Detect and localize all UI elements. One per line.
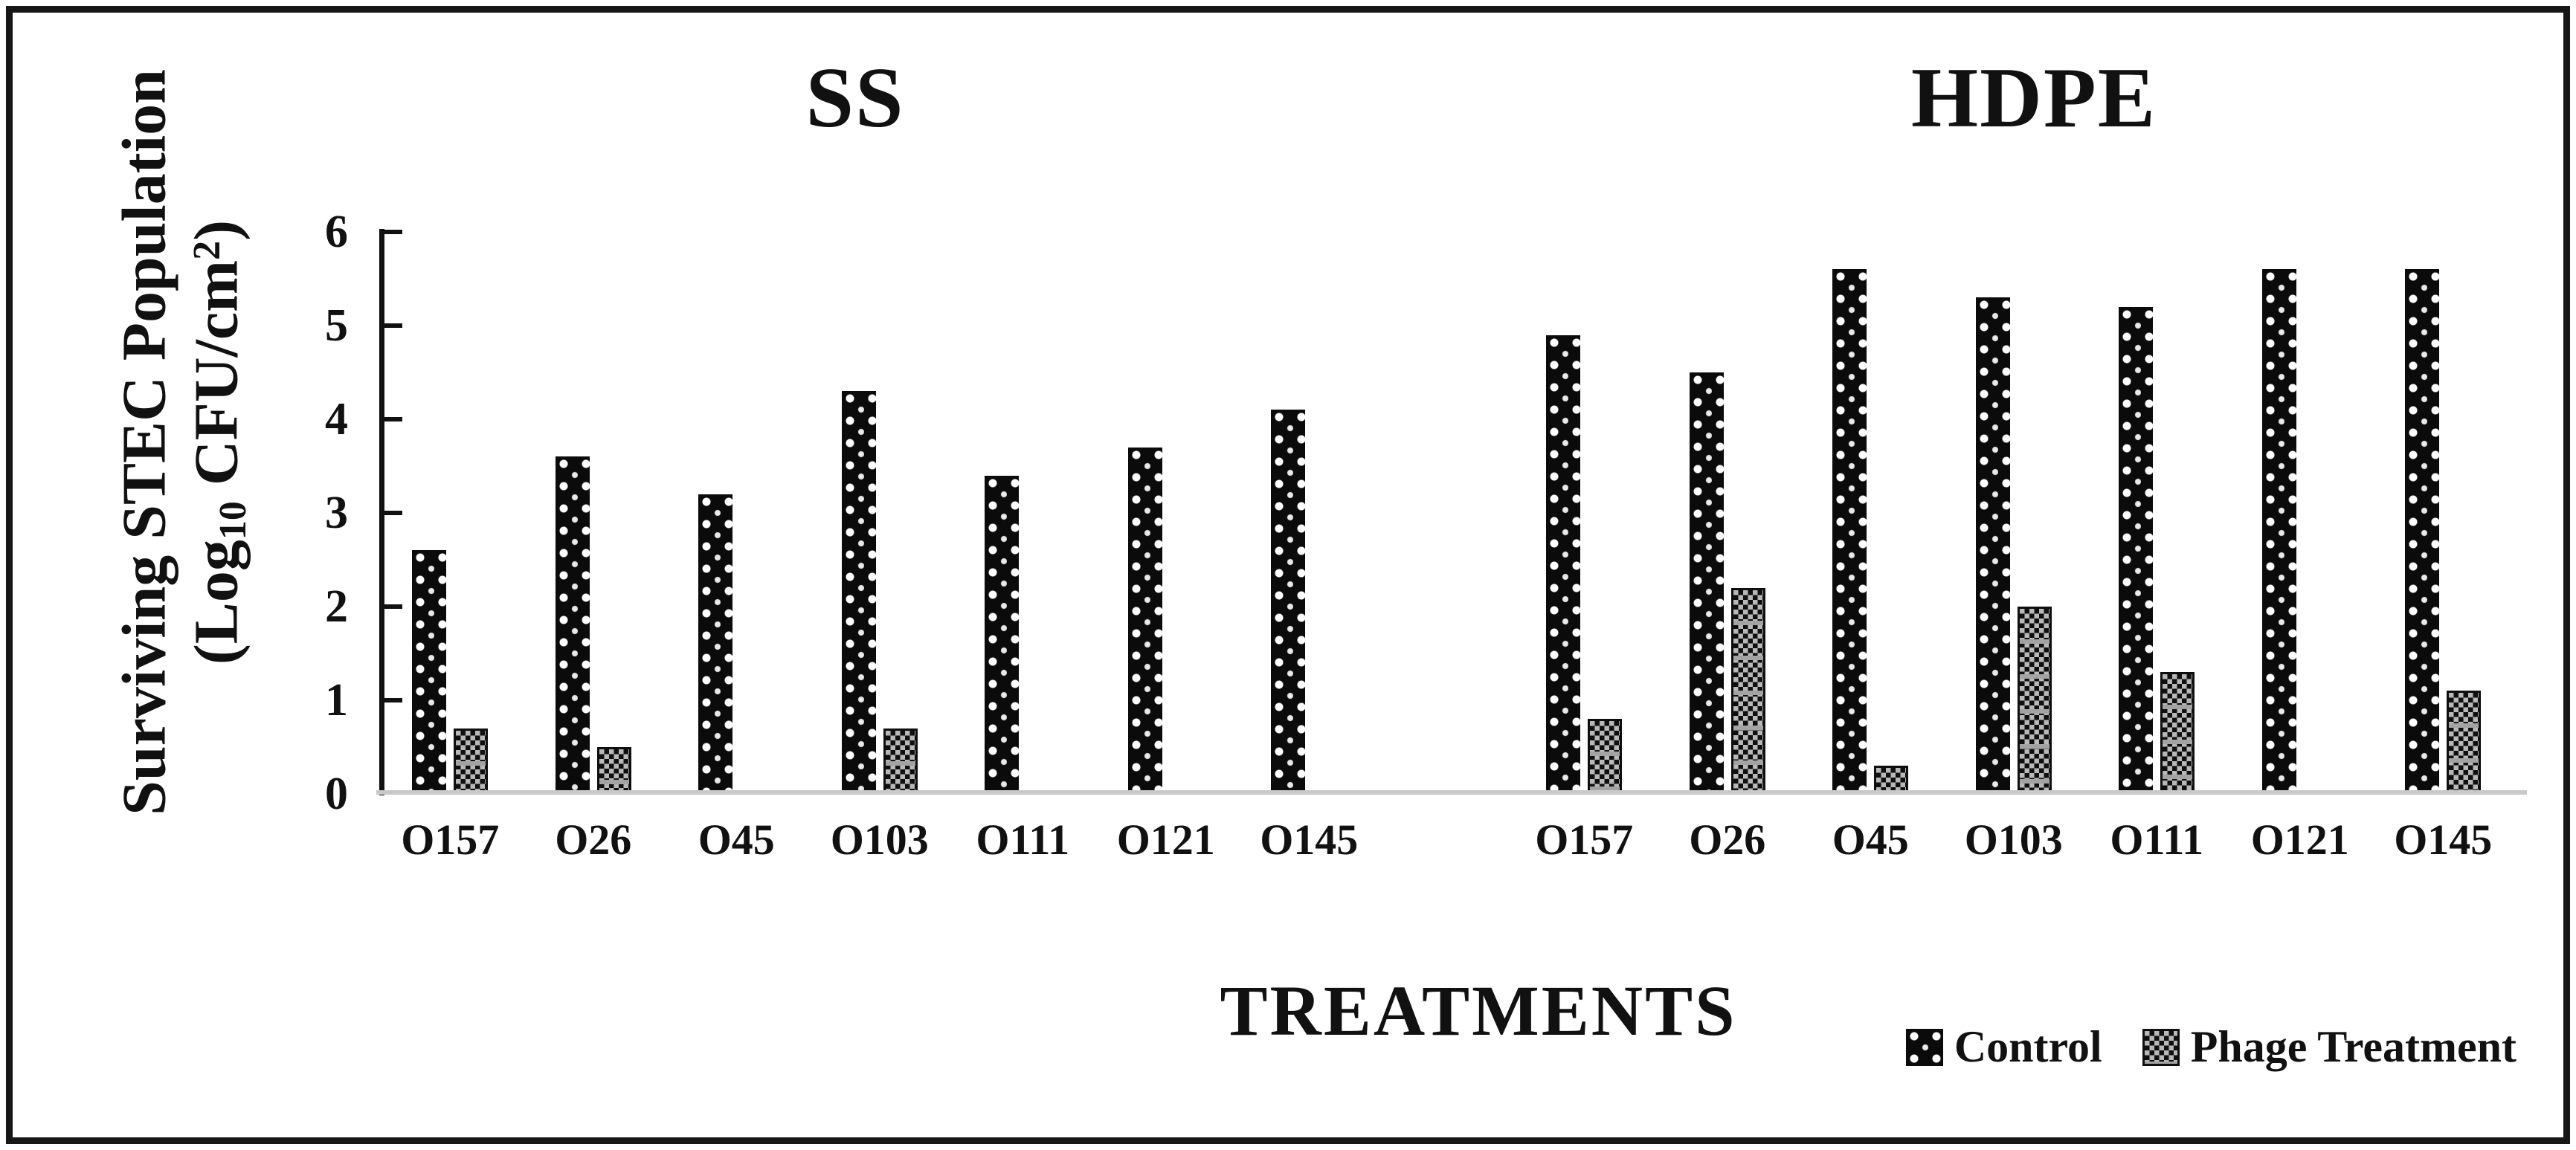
category-label: O45 <box>698 815 775 864</box>
bar-phage-hdpe-o45 <box>1874 766 1909 794</box>
legend-item-phage: Phage Treatment <box>2142 1021 2517 1073</box>
bar-phage-hdpe-o111 <box>2160 672 2195 794</box>
y-tick-label: 4 <box>325 394 348 445</box>
category-label: O103 <box>830 815 929 864</box>
category-label: O145 <box>1260 815 1359 864</box>
bar-control-ss-o157 <box>412 550 447 794</box>
y-tick-mark <box>379 698 402 702</box>
bar-phage-hdpe-o145 <box>2447 691 2482 794</box>
phage-treatment-swatch-icon <box>2142 1028 2180 1066</box>
category-label: O111 <box>976 815 1070 864</box>
legend-label-control: Control <box>1954 1022 2102 1071</box>
bar-control-ss-o121 <box>1127 447 1162 794</box>
category-label: O111 <box>2110 815 2204 864</box>
bar-control-hdpe-o121 <box>2261 269 2296 794</box>
bar-control-hdpe-o103 <box>1975 297 2010 794</box>
category-label: O121 <box>1116 815 1215 864</box>
category-label: O45 <box>1832 815 1909 864</box>
y-tick-mark <box>379 604 402 609</box>
control-swatch-icon <box>1905 1028 1943 1066</box>
category-label: O157 <box>1535 815 1634 864</box>
y-tick-label: 5 <box>325 300 348 351</box>
y-tick-label: 2 <box>325 581 348 632</box>
y-tick-mark <box>379 323 402 328</box>
bar-phage-hdpe-o157 <box>1588 719 1623 794</box>
legend-label-phage-treatment: Phage Treatment <box>2190 1022 2517 1071</box>
bar-control-ss-o103 <box>841 391 876 794</box>
y-tick-label: 3 <box>325 488 348 538</box>
bar-control-hdpe-o111 <box>2119 306 2154 794</box>
y-tick-label: 1 <box>325 675 348 726</box>
bar-control-hdpe-o157 <box>1546 335 1581 794</box>
group-title-ss: SS <box>805 51 905 146</box>
legend: Control Phage Treatment <box>1905 1021 2517 1073</box>
y-tick-label: 6 <box>325 207 348 257</box>
figure-border <box>6 6 2570 1144</box>
category-label: O145 <box>2394 815 2493 864</box>
category-label: O157 <box>401 815 500 864</box>
bar-phage-hdpe-o26 <box>1730 587 1765 794</box>
y-tick-mark <box>379 230 402 234</box>
bar-phage-ss-o26 <box>596 747 631 794</box>
category-label: O103 <box>1964 815 2063 864</box>
y-tick-mark <box>379 417 402 421</box>
bar-control-ss-o111 <box>985 475 1020 794</box>
bar-phage-ss-o157 <box>454 728 489 794</box>
bar-control-ss-o145 <box>1271 410 1306 794</box>
bar-control-hdpe-o145 <box>2405 269 2440 794</box>
category-label: O26 <box>555 815 632 864</box>
legend-item-control: Control <box>1905 1021 2102 1073</box>
group-title-hdpe: HDPE <box>1910 51 2157 146</box>
bar-control-ss-o26 <box>555 456 590 794</box>
y-tick-mark <box>379 511 402 515</box>
bar-control-hdpe-o45 <box>1832 269 1867 794</box>
bar-phage-ss-o103 <box>883 728 918 794</box>
y-tick-label: 0 <box>325 769 348 819</box>
bar-control-hdpe-o26 <box>1689 372 1724 794</box>
x-axis-line <box>376 790 2527 795</box>
x-axis-title: TREATMENTS <box>1220 971 1737 1050</box>
bar-control-ss-o45 <box>698 494 733 794</box>
category-label: O121 <box>2250 815 2349 864</box>
bar-phage-hdpe-o103 <box>2017 607 2052 794</box>
category-label: O26 <box>1689 815 1766 864</box>
